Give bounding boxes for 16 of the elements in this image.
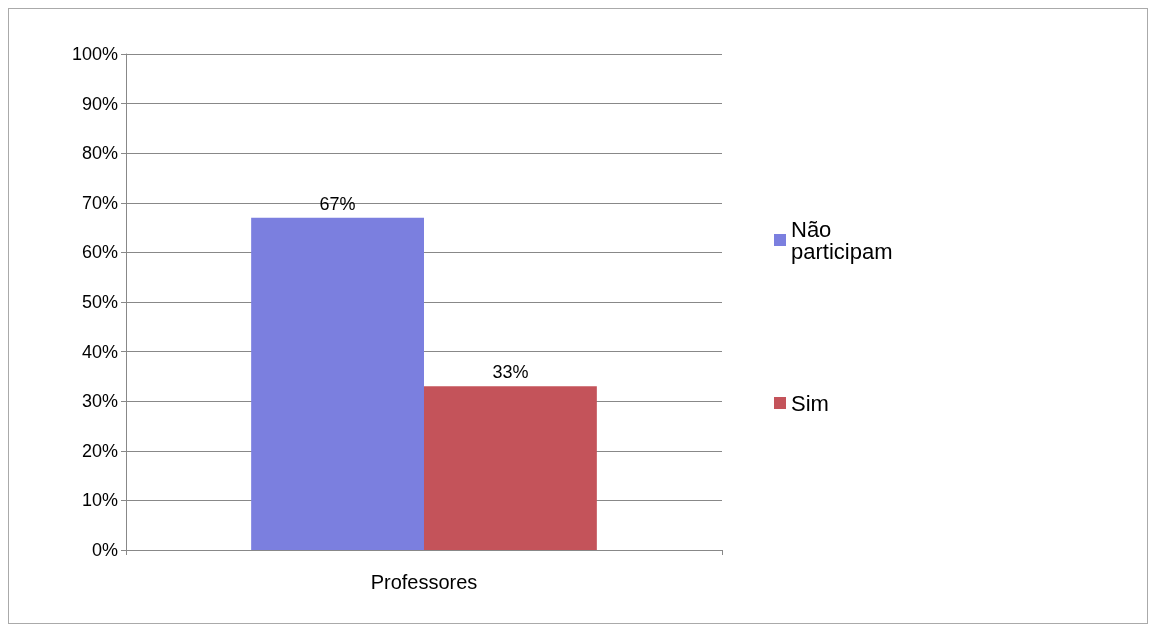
legend-label: Não participam bbox=[791, 216, 893, 264]
y-tick-label: 40% bbox=[81, 341, 118, 362]
data-label: 33% bbox=[492, 362, 529, 383]
data-label: 67% bbox=[319, 193, 356, 214]
y-tick-label: 90% bbox=[81, 93, 118, 114]
y-tick-label: 80% bbox=[81, 143, 118, 164]
y-tick-label: 0% bbox=[91, 540, 118, 560]
y-tick-label: 100% bbox=[71, 44, 118, 64]
y-tick-label: 10% bbox=[81, 490, 118, 511]
y-tick-label: 20% bbox=[81, 440, 118, 461]
x-tick-label: Professores bbox=[370, 571, 478, 593]
y-tick-label: 70% bbox=[81, 192, 118, 213]
legend-label: Sim bbox=[791, 390, 829, 416]
y-tick-label: 60% bbox=[81, 242, 118, 263]
y-tick-label: 30% bbox=[81, 391, 118, 412]
y-tick-label: 50% bbox=[81, 292, 118, 312]
